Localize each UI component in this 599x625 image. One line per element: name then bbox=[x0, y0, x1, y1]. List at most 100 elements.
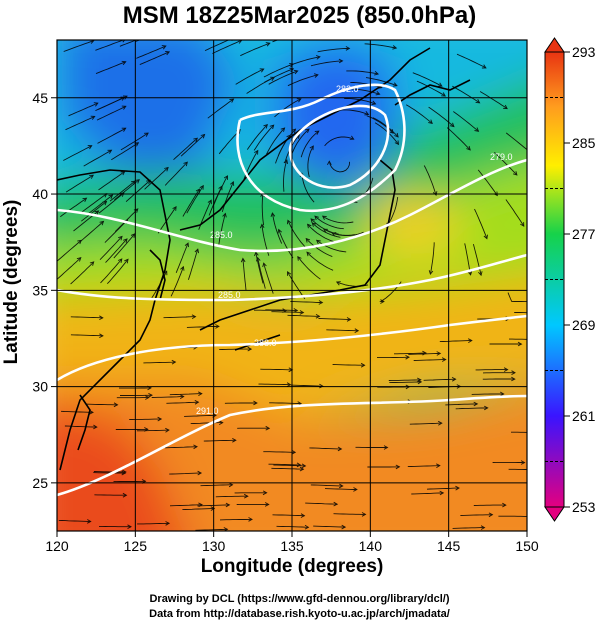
streamline bbox=[287, 314, 320, 317]
streamline-arrowhead bbox=[300, 513, 306, 518]
streamline bbox=[57, 239, 82, 262]
streamline bbox=[287, 220, 306, 248]
streamline bbox=[328, 161, 351, 173]
streamline-arrowhead bbox=[277, 228, 283, 234]
streamline-arrowhead bbox=[315, 55, 321, 60]
streamline bbox=[96, 105, 127, 121]
streamline-arrowhead bbox=[259, 223, 265, 229]
streamline bbox=[416, 80, 446, 97]
streamline bbox=[85, 403, 118, 406]
streamline bbox=[169, 393, 202, 396]
streamline-arrowhead bbox=[247, 346, 253, 352]
streamline-arrowhead bbox=[346, 317, 352, 322]
x-tick-label: 125 bbox=[124, 538, 148, 554]
colorbar-tick-label: 285 bbox=[572, 135, 596, 151]
streamline-arrowhead bbox=[437, 420, 443, 426]
streamline-arrowhead bbox=[531, 300, 535, 304]
streamline bbox=[407, 465, 440, 468]
streamline bbox=[170, 266, 184, 297]
streamline bbox=[271, 311, 304, 314]
streamline bbox=[428, 106, 455, 127]
streamline bbox=[372, 117, 399, 138]
contour-labels: 282.0 279.0 285.0 285.0 288.0 291.0 bbox=[196, 84, 513, 416]
streamline-arrowhead bbox=[473, 401, 479, 407]
streamline-arrowhead bbox=[172, 206, 177, 211]
streamline-arrowhead bbox=[517, 341, 523, 347]
streamline bbox=[157, 206, 177, 234]
streamline bbox=[98, 192, 125, 214]
streamline bbox=[100, 258, 123, 284]
streamline-arrowhead bbox=[119, 192, 125, 197]
streamline bbox=[257, 257, 266, 289]
streamline-arrowhead bbox=[225, 502, 231, 508]
streamline-arrowhead bbox=[341, 524, 347, 530]
streamline-arrowhead bbox=[383, 445, 389, 450]
streamline bbox=[63, 145, 92, 161]
contour-label-285-b: 285.0 bbox=[218, 290, 241, 300]
x-tick-label: 145 bbox=[437, 538, 461, 554]
streamline bbox=[452, 527, 485, 529]
streamline-arrowhead bbox=[122, 95, 128, 100]
streamline-arrowhead bbox=[210, 506, 216, 511]
streamline-arrowhead bbox=[315, 239, 321, 245]
streamline-arrowhead bbox=[194, 248, 200, 254]
streamline bbox=[301, 173, 315, 203]
streamline bbox=[272, 514, 305, 517]
streamline bbox=[386, 197, 399, 227]
streamline bbox=[215, 495, 248, 498]
streamline-arrowhead bbox=[99, 333, 104, 339]
streamline bbox=[65, 174, 94, 193]
streamline bbox=[198, 200, 212, 230]
streamline bbox=[290, 301, 323, 304]
colorbar-tick-label: 293 bbox=[572, 44, 596, 60]
streamline bbox=[99, 236, 123, 261]
streamline-arrowhead bbox=[296, 98, 302, 103]
streamline bbox=[305, 502, 338, 505]
streamline-arrowhead bbox=[160, 28, 164, 32]
streamline-arrowhead bbox=[121, 105, 127, 110]
streamline-arrowhead bbox=[333, 501, 339, 507]
streamline bbox=[388, 379, 421, 381]
streamline-arrowhead bbox=[432, 191, 438, 196]
streamline bbox=[190, 422, 223, 425]
streamline-arrowhead bbox=[171, 359, 177, 365]
streamline-arrowhead bbox=[199, 184, 204, 190]
streamline bbox=[309, 447, 342, 450]
streamline bbox=[405, 104, 433, 124]
streamline bbox=[86, 194, 113, 215]
streamline-arrowhead bbox=[262, 262, 267, 268]
streamline-arrowhead bbox=[164, 166, 169, 172]
streamline bbox=[144, 167, 169, 190]
streamline bbox=[263, 262, 274, 294]
streamline-arrowhead bbox=[130, 233, 136, 238]
streamline-arrowhead bbox=[293, 308, 299, 313]
streamline-arrowhead bbox=[364, 111, 370, 116]
streamline bbox=[453, 111, 479, 132]
streamline bbox=[350, 81, 382, 89]
streamline-arrowhead bbox=[392, 45, 398, 50]
streamline-arrowhead bbox=[539, 431, 543, 435]
streamline bbox=[477, 169, 498, 196]
streamline-arrowhead bbox=[389, 129, 394, 134]
streamline bbox=[70, 261, 95, 285]
streamline bbox=[200, 484, 233, 487]
streamline bbox=[219, 348, 252, 351]
streamline bbox=[460, 514, 493, 516]
streamline bbox=[268, 463, 301, 466]
streamline bbox=[134, 40, 137, 41]
streamline bbox=[509, 338, 527, 340]
streamline-arrowhead bbox=[374, 70, 380, 76]
streamline bbox=[323, 228, 355, 236]
streamline bbox=[287, 74, 319, 87]
plot-area: 282.0 279.0 285.0 285.0 288.0 291.0 120 1… bbox=[32, 28, 543, 554]
streamline bbox=[186, 185, 204, 214]
streamline-arrowhead bbox=[503, 104, 508, 110]
streamline bbox=[258, 383, 291, 386]
streamline-arrowhead bbox=[157, 416, 163, 422]
streamline bbox=[306, 251, 334, 271]
streamline-arrowhead bbox=[121, 470, 127, 476]
streamline-arrowhead bbox=[254, 251, 259, 257]
streamline-arrowhead bbox=[165, 427, 170, 433]
streamline-arrowhead bbox=[163, 270, 168, 276]
